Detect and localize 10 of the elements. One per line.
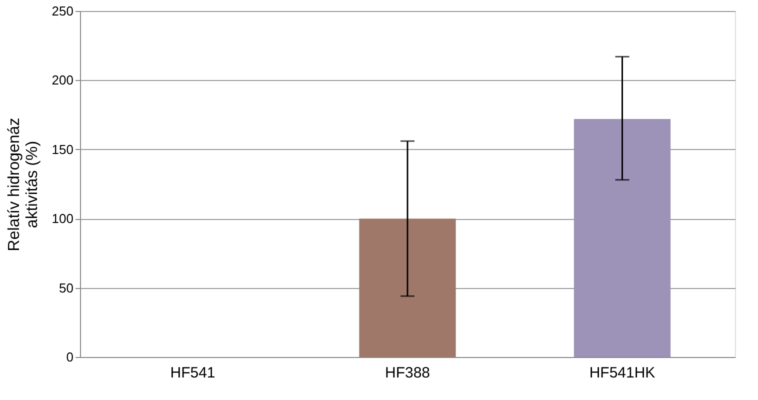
y-tick-label: 250 bbox=[52, 4, 74, 18]
x-tick-label: HF541HK bbox=[589, 364, 656, 382]
x-tick-label: HF388 bbox=[384, 364, 430, 382]
y-tick-label: 50 bbox=[59, 280, 74, 296]
y-tick-label: 150 bbox=[52, 142, 74, 157]
x-tick-label: HF541 bbox=[170, 364, 216, 382]
y-tick-label: 100 bbox=[52, 211, 74, 226]
y-axis-title: Relatív hidrogenáz aktivitás (%) bbox=[6, 118, 41, 252]
y-tick-label: 0 bbox=[66, 350, 74, 364]
y-tick-label: 200 bbox=[52, 72, 74, 88]
